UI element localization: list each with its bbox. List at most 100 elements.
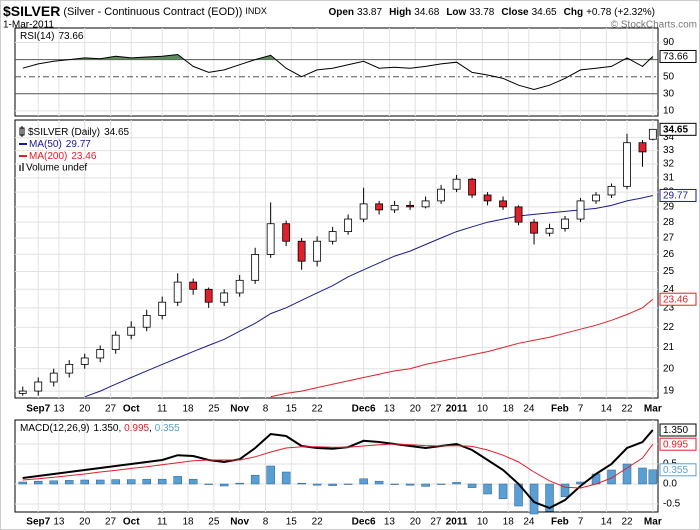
legend-name: MACD(12,26,9)	[20, 423, 89, 434]
x-tick-label: 22	[621, 517, 633, 528]
x-tick-label: 15	[286, 404, 298, 415]
x-tick-label: 24	[523, 517, 535, 528]
y-tick-label: 10	[663, 106, 675, 117]
candle-body	[127, 326, 136, 336]
y-tick-label: 20	[663, 363, 675, 374]
histogram-bar	[467, 483, 477, 488]
y-tick-label: 50	[663, 71, 675, 82]
x-tick-label: 24	[523, 404, 535, 415]
histogram-bar	[648, 469, 658, 485]
exchange: INDX	[245, 6, 267, 16]
histogram-bar	[173, 476, 182, 485]
candle-body	[545, 228, 554, 234]
candle-body	[18, 390, 27, 394]
histogram-bar	[33, 480, 43, 485]
y-tick-label: 33	[663, 145, 675, 156]
x-tick-label: 22	[312, 517, 324, 528]
last-value-label: 1.350	[663, 425, 688, 436]
last-value-box	[659, 122, 697, 136]
y-tick-label: 31	[663, 172, 675, 183]
x-tick-label: 11	[157, 517, 168, 528]
candle-body	[49, 372, 58, 383]
legend: MA(50) 29.77	[29, 139, 91, 150]
histogram-bar	[328, 483, 337, 486]
legend: RSI(14) 73.66	[20, 31, 84, 42]
candle-body	[65, 363, 74, 374]
y-tick-label: 24	[663, 284, 675, 295]
legend: MACD(12,26,9) 1.350, 0.995, 0.355	[20, 423, 180, 434]
quote-label: High	[389, 7, 411, 18]
histogram-bar	[405, 483, 415, 486]
chart-title: $SILVER (Silver - Continuous Contract (EO…	[3, 3, 267, 19]
x-tick-label: Feb	[551, 517, 569, 528]
y-tick-label: 21	[663, 342, 675, 353]
legend: Volume undef	[26, 163, 87, 174]
legend-icon	[19, 165, 21, 171]
y-tick-label: 32	[663, 159, 675, 170]
x-tick-label: 13	[384, 404, 396, 415]
candle-body	[313, 240, 322, 262]
y-tick-label: 30	[663, 88, 675, 99]
x-tick-label: 7	[578, 517, 584, 528]
quote: Open 33.87 High 34.68 Low 33.78 Close 34.65 Chg +…	[328, 7, 655, 18]
x-tick-label: 10	[477, 517, 489, 528]
x-tick-label: 14	[601, 517, 613, 528]
histogram-bar	[622, 463, 632, 485]
quote-value: 33.78	[469, 7, 494, 18]
candle-body	[282, 223, 291, 242]
x-tick-label: 22	[312, 404, 324, 415]
y-tick-label: -0.5	[663, 499, 681, 510]
histogram-bar	[483, 483, 492, 495]
histogram-bar	[452, 482, 461, 485]
histogram-bar	[219, 483, 229, 487]
panel	[14, 27, 659, 117]
x-tick-label: Sep7	[26, 404, 50, 415]
x-tick-label: Nov	[230, 404, 249, 415]
histogram-bar	[529, 483, 539, 515]
histogram-bar	[250, 474, 260, 485]
quote-label: Close	[501, 7, 529, 18]
x-tick-label: 13	[53, 404, 65, 415]
legend-name: MA(200)	[29, 151, 67, 162]
candle-body	[421, 200, 430, 208]
x-tick-label: 22	[621, 404, 633, 415]
histogram-bar	[188, 478, 198, 485]
x-tick-label: 7	[578, 404, 584, 415]
rsi-line	[22, 53, 654, 91]
histogram-bar	[560, 483, 570, 498]
legend: $SILVER (Daily) 34.65	[28, 127, 130, 138]
x-tick-label: 18	[503, 517, 515, 528]
candle-body	[34, 381, 43, 392]
x-tick-label: Oct	[123, 517, 140, 528]
last-value-label: 73.66	[663, 52, 688, 63]
quote-value: 34.65	[532, 7, 557, 18]
last-value-box	[659, 437, 697, 451]
candle-body	[375, 203, 384, 211]
last-value-label: 29.77	[663, 191, 688, 202]
y-tick-label: 19	[663, 386, 675, 397]
histogram-bar	[312, 483, 322, 486]
histogram-bar	[281, 471, 291, 485]
histogram-bar	[421, 483, 430, 487]
candle-body	[297, 240, 306, 262]
candle-body	[204, 288, 213, 303]
histogram-bar	[343, 483, 353, 485]
quote-label: Open	[328, 7, 354, 18]
histogram-bar	[390, 483, 399, 485]
quote-label: Low	[446, 7, 466, 18]
candle-body	[452, 178, 461, 190]
legend-name: $SILVER (Daily)	[28, 127, 100, 138]
histogram-bar	[266, 465, 275, 485]
x-tick-label: 20	[410, 517, 422, 528]
candle-body	[638, 142, 647, 153]
legend-value: 0.995	[124, 423, 149, 434]
quote-value: 34.68	[414, 7, 439, 18]
quote-value: +0.78 (+2.32%)	[586, 7, 655, 18]
x-tick-label: 20	[79, 404, 91, 415]
description: (Silver - Continuous Contract (EOD))	[63, 6, 242, 18]
x-tick-label: 20	[410, 404, 422, 415]
candle-body	[406, 204, 414, 208]
histogram-bar	[638, 467, 647, 485]
x-tick-label: 8	[263, 404, 269, 415]
